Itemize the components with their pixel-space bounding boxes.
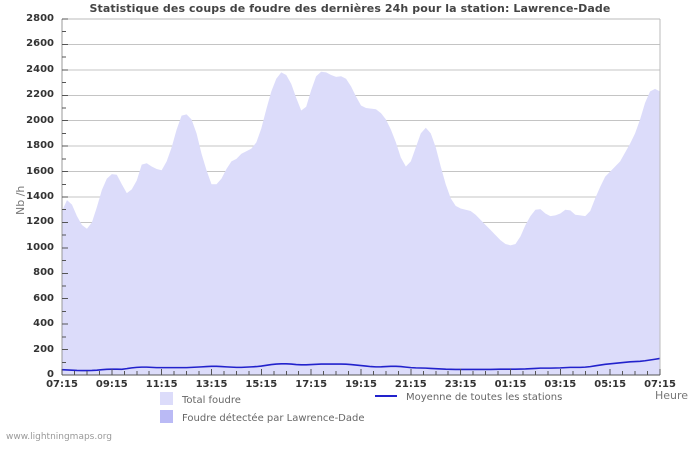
legend-item-station-foudre: Foudre détectée par Lawrence-Dade — [160, 410, 365, 424]
legend-line-moyenne — [375, 395, 397, 397]
x-tick-label: 17:15 — [295, 379, 328, 390]
y-tick-label: 400 — [33, 318, 54, 330]
legend-item-total-foudre: Total foudre — [160, 392, 241, 406]
x-tick-label: 01:15 — [494, 379, 527, 390]
y-tick-label: 2600 — [26, 38, 54, 50]
y-tick-label: 200 — [33, 343, 54, 355]
legend-label-station-foudre: Foudre détectée par Lawrence-Dade — [182, 413, 365, 424]
x-tick-label: 11:15 — [145, 379, 178, 390]
legend-label-total-foudre: Total foudre — [182, 395, 241, 406]
chart-legend: Total foudre Foudre détectée par Lawrenc… — [0, 388, 700, 430]
x-tick-label: 09:15 — [95, 379, 128, 390]
x-tick-label: 07:15 — [46, 379, 78, 390]
y-tick-label: 600 — [33, 292, 54, 304]
y-tick-label: 800 — [33, 267, 54, 279]
y-tick-label: 2200 — [26, 89, 54, 101]
legend-item-moyenne: Moyenne de toutes les stations — [375, 392, 562, 403]
x-axis-label: Heure — [654, 389, 688, 402]
x-tick-label: 19:15 — [345, 379, 377, 390]
y-tick-label: 2000 — [26, 114, 54, 126]
y-tick-label: 1800 — [26, 140, 54, 152]
y-tick-label: 1600 — [26, 165, 54, 177]
x-tick-label: 05:15 — [594, 379, 627, 390]
x-tick-label: 03:15 — [544, 379, 577, 390]
y-tick-label: 0 — [47, 369, 54, 380]
y-tick-label: 1200 — [26, 216, 54, 228]
y-tick-label: 1400 — [26, 191, 54, 202]
x-tick-label: 23:15 — [444, 379, 477, 390]
page-title: Statistique des coups de foudre des dern… — [89, 2, 611, 15]
legend-label-moyenne: Moyenne de toutes les stations — [406, 392, 563, 403]
y-tick-label: 2400 — [26, 63, 54, 75]
site-footer: www.lightningmaps.org — [6, 432, 112, 442]
x-tick-label: 07:15 — [644, 379, 676, 390]
legend-swatch-total-foudre — [160, 392, 173, 405]
y-tick-label: 2800 — [26, 13, 54, 24]
x-tick-label: 15:15 — [245, 379, 278, 390]
legend-swatch-station-foudre — [160, 410, 173, 423]
y-tick-label: 1000 — [26, 241, 54, 253]
x-tick-label: 21:15 — [394, 379, 427, 390]
x-tick-label: 13:15 — [195, 379, 228, 390]
